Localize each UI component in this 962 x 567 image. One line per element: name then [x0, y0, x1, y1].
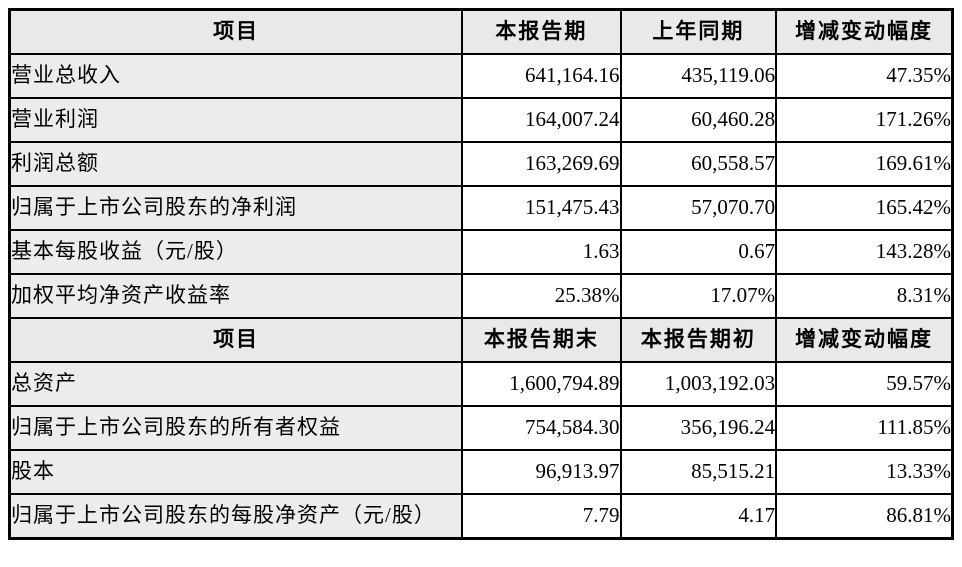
header-item: 项目 [8, 317, 464, 363]
row-label: 营业利润 [8, 97, 464, 143]
row-label: 归属于上市公司股东的每股净资产（元/股） [8, 493, 464, 540]
cell-prior: 356,196.24 [619, 405, 778, 451]
table-row-net-assets-per-share: 归属于上市公司股东的每股净资产（元/股） 7.79 4.17 86.81% [8, 493, 954, 540]
cell-prior: 60,460.28 [619, 97, 778, 143]
cell-current: 96,913.97 [461, 449, 622, 495]
cell-change: 143.28% [775, 229, 954, 275]
section1-header-row: 项目 本报告期 上年同期 增减变动幅度 [8, 8, 954, 55]
row-label: 加权平均净资产收益率 [8, 273, 464, 319]
table-row-total-profit: 利润总额 163,269.69 60,558.57 169.61% [8, 141, 954, 187]
table-row-total-operating-revenue: 营业总收入 641,164.16 435,119.06 47.35% [8, 53, 954, 99]
row-label: 营业总收入 [8, 53, 464, 99]
cell-current: 25.38% [461, 273, 622, 319]
financial-summary-table: 项目 本报告期 上年同期 增减变动幅度 营业总收入 641,164.16 435… [8, 8, 954, 540]
header-period-end: 本报告期末 [461, 317, 622, 363]
cell-change: 169.61% [775, 141, 954, 187]
row-label: 归属于上市公司股东的所有者权益 [8, 405, 464, 451]
row-label: 基本每股收益（元/股） [8, 229, 464, 275]
cell-current: 1.63 [461, 229, 622, 275]
header-item: 项目 [8, 8, 464, 55]
cell-current: 151,475.43 [461, 185, 622, 231]
cell-prior: 57,070.70 [619, 185, 778, 231]
header-change: 增减变动幅度 [775, 317, 954, 363]
row-label: 股本 [8, 449, 464, 495]
cell-change: 86.81% [775, 493, 954, 540]
cell-prior: 0.67 [619, 229, 778, 275]
table-row-total-assets: 总资产 1,600,794.89 1,003,192.03 59.57% [8, 361, 954, 407]
header-prior-period: 上年同期 [619, 8, 778, 55]
cell-current: 641,164.16 [461, 53, 622, 99]
header-period-begin: 本报告期初 [619, 317, 778, 363]
cell-current: 163,269.69 [461, 141, 622, 187]
row-label: 总资产 [8, 361, 464, 407]
cell-change: 13.33% [775, 449, 954, 495]
table-row-weighted-avg-roe: 加权平均净资产收益率 25.38% 17.07% 8.31% [8, 273, 954, 319]
table-row-net-profit-attributable: 归属于上市公司股东的净利润 151,475.43 57,070.70 165.4… [8, 185, 954, 231]
cell-prior: 60,558.57 [619, 141, 778, 187]
cell-prior: 1,003,192.03 [619, 361, 778, 407]
row-label: 利润总额 [8, 141, 464, 187]
table-row-operating-profit: 营业利润 164,007.24 60,460.28 171.26% [8, 97, 954, 143]
cell-prior: 435,119.06 [619, 53, 778, 99]
cell-prior: 4.17 [619, 493, 778, 540]
cell-current: 754,584.30 [461, 405, 622, 451]
cell-current: 164,007.24 [461, 97, 622, 143]
row-label: 归属于上市公司股东的净利润 [8, 185, 464, 231]
section2-header-row: 项目 本报告期末 本报告期初 增减变动幅度 [8, 317, 954, 363]
cell-current: 7.79 [461, 493, 622, 540]
table-row-owners-equity-attributable: 归属于上市公司股东的所有者权益 754,584.30 356,196.24 11… [8, 405, 954, 451]
cell-prior: 17.07% [619, 273, 778, 319]
cell-current: 1,600,794.89 [461, 361, 622, 407]
cell-change: 111.85% [775, 405, 954, 451]
cell-change: 171.26% [775, 97, 954, 143]
cell-change: 59.57% [775, 361, 954, 407]
cell-change: 165.42% [775, 185, 954, 231]
header-change: 增减变动幅度 [775, 8, 954, 55]
cell-prior: 85,515.21 [619, 449, 778, 495]
table-row-share-capital: 股本 96,913.97 85,515.21 13.33% [8, 449, 954, 495]
header-current-period: 本报告期 [461, 8, 622, 55]
cell-change: 47.35% [775, 53, 954, 99]
table-row-basic-eps: 基本每股收益（元/股） 1.63 0.67 143.28% [8, 229, 954, 275]
cell-change: 8.31% [775, 273, 954, 319]
